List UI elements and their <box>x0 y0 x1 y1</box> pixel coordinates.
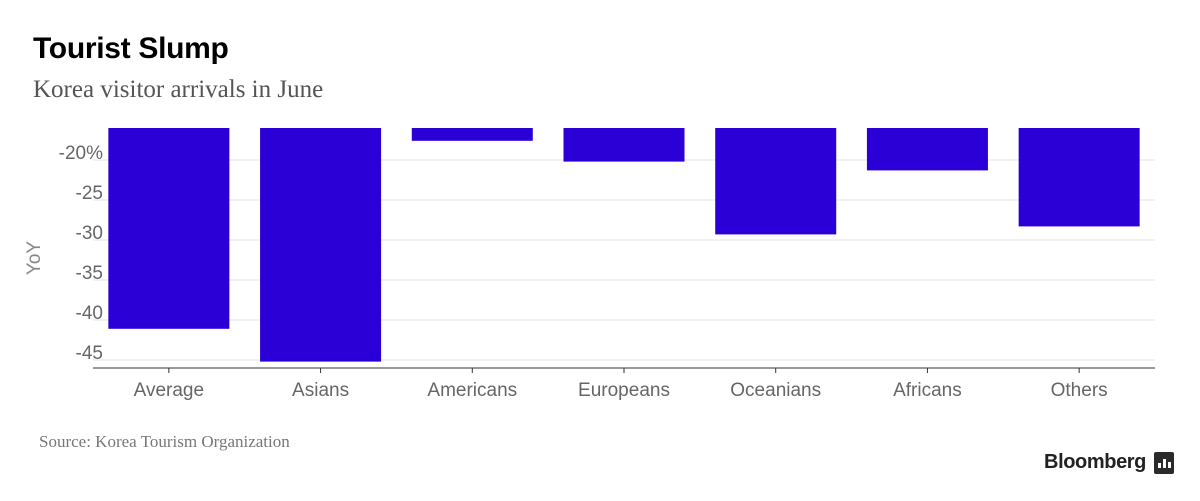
y-tick-label: -30 <box>76 223 103 244</box>
x-tick-label: Africans <box>893 380 962 401</box>
bloomberg-terminal-icon <box>1154 451 1174 474</box>
y-tick-label: -20% <box>59 143 103 164</box>
bar-asians <box>260 128 382 362</box>
y-tick-label: -25 <box>76 183 103 204</box>
bar-average <box>108 128 230 329</box>
x-tick-label: Americans <box>427 380 517 401</box>
bar-africans <box>866 128 988 171</box>
chart-subtitle: Korea visitor arrivals in June <box>33 76 324 103</box>
x-tick-label: Oceanians <box>730 380 821 401</box>
bar-others <box>1018 128 1140 227</box>
x-tick-label: Asians <box>292 380 349 401</box>
x-tick-label: Europeans <box>578 380 670 401</box>
x-tick-label: Others <box>1051 380 1108 401</box>
bar-americans <box>411 128 533 141</box>
chart-title: Tourist Slump <box>33 32 229 65</box>
y-axis-label: YoY <box>24 241 45 275</box>
bar-europeans <box>563 128 685 162</box>
y-tick-label: -45 <box>76 343 103 364</box>
y-tick-label: -35 <box>76 263 103 284</box>
source-note: Source: Korea Tourism Organization <box>39 432 290 451</box>
bar-oceanians <box>715 128 837 235</box>
brand-name: Bloomberg <box>1044 451 1146 473</box>
bloomberg-logo: Bloomberg <box>1044 451 1174 474</box>
y-tick-label: -40 <box>76 303 103 324</box>
x-tick-label: Average <box>134 380 204 401</box>
